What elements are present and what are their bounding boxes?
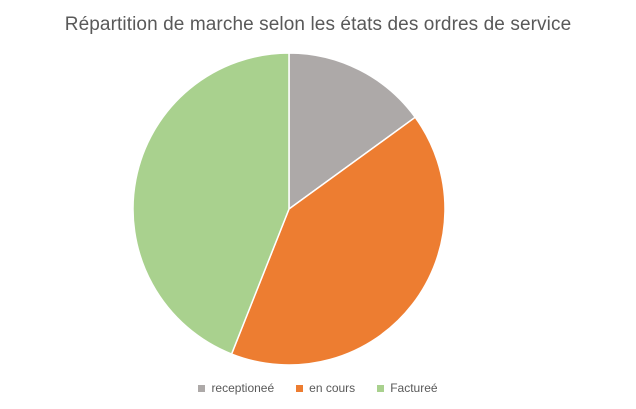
legend-item: en cours <box>296 381 355 395</box>
legend-item: receptioneé <box>198 381 274 395</box>
legend-swatch <box>377 384 385 392</box>
legend-swatch <box>198 384 206 392</box>
legend-label: en cours <box>309 381 356 395</box>
chart-legend: receptioneé en cours Factureé <box>0 381 636 395</box>
pie-slice-2 <box>230 116 446 366</box>
pie-slice-3 <box>132 52 290 356</box>
chart-title: Répartition de marche selon les états de… <box>64 14 572 35</box>
legend-swatch <box>296 384 304 392</box>
legend-label: receptioneé <box>211 381 275 395</box>
pie-slice-1 <box>288 52 417 211</box>
legend-label: Factureé <box>390 381 438 395</box>
legend-item: Factureé <box>377 381 438 395</box>
